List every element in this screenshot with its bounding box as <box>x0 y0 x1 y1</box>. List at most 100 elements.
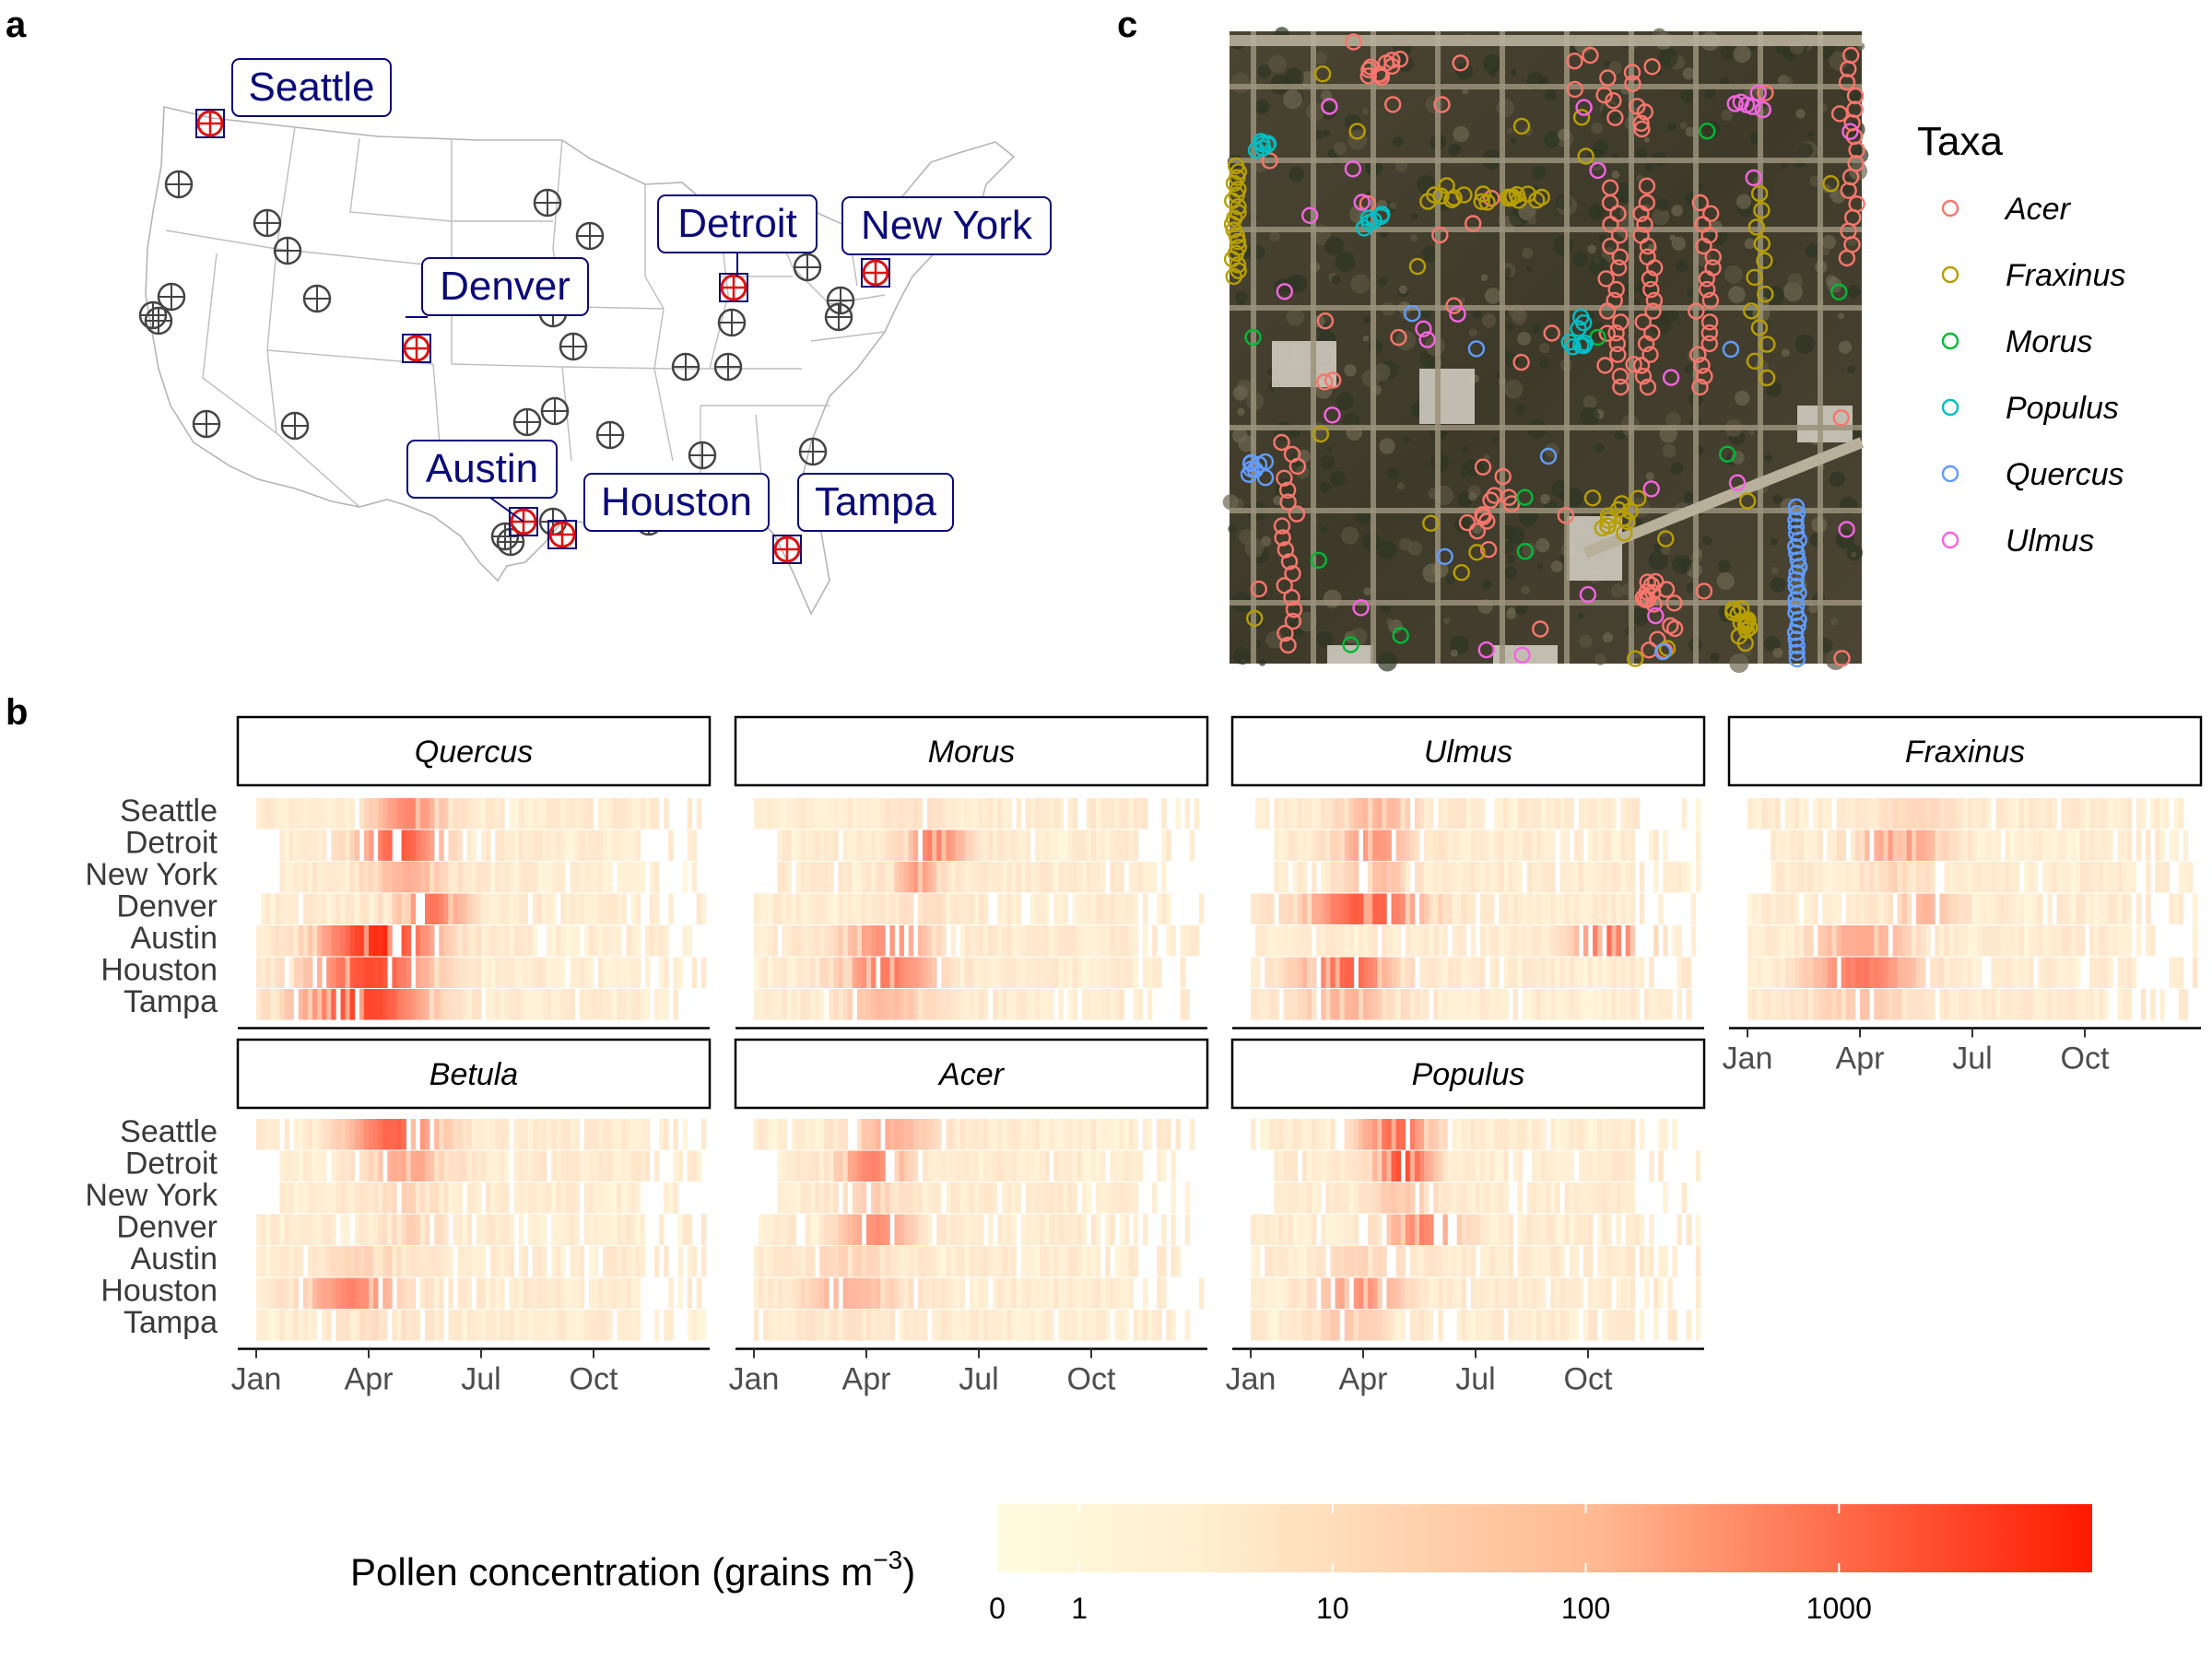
heatmap-cell <box>293 1214 300 1245</box>
heatmap-cell <box>1546 1310 1551 1341</box>
canopy-blob <box>1744 238 1756 250</box>
heatmap-cell <box>1897 989 1903 1020</box>
heatmap-cell <box>1330 893 1335 924</box>
heatmap-cell <box>1344 862 1350 893</box>
heatmap-cell <box>1128 830 1135 861</box>
heatmap-cell <box>363 1277 370 1309</box>
heatmap-cell <box>1757 989 1762 1020</box>
callout-box <box>657 194 818 253</box>
heatmap-cell <box>983 957 989 988</box>
heatmap-cell <box>1672 862 1677 893</box>
heatmap-cell <box>523 893 529 924</box>
heatmap-cell <box>471 957 477 988</box>
heatmap-cell <box>363 925 370 957</box>
heatmap-cell <box>547 989 552 1020</box>
heatmap-cell <box>349 957 356 988</box>
heatmap-cell <box>1330 1214 1335 1245</box>
heatmap-cell <box>2023 925 2030 957</box>
heatmap-cell <box>1077 1277 1083 1309</box>
heatmap-cell <box>1550 1277 1556 1309</box>
heatmap-cell <box>1532 1182 1537 1214</box>
heatmap-cell <box>1372 989 1378 1020</box>
heatmap-cell <box>861 1182 867 1214</box>
heatmap-cell <box>1110 1150 1115 1182</box>
heatmap-cell <box>434 862 440 893</box>
heatmap-cell <box>1499 1277 1504 1309</box>
heatmap-cell <box>1616 830 1621 861</box>
heatmap-cell <box>1278 1182 1284 1214</box>
heatmap-cell <box>1625 862 1631 893</box>
canopy-blob <box>1716 571 1735 591</box>
heatmap-cell <box>1301 830 1308 861</box>
heatmap-cell <box>1035 1119 1041 1150</box>
heatmap-cell <box>791 1214 797 1245</box>
heatmap-cell <box>1096 989 1101 1020</box>
heatmap-cell <box>1911 830 1917 861</box>
heatmap-cell <box>481 893 487 924</box>
heatmap-cell <box>1499 925 1504 957</box>
tree-point-acer <box>1698 270 1716 288</box>
heatmap-cell <box>378 957 383 988</box>
heatmap-cell <box>1465 830 1472 861</box>
heatmap-cell <box>1850 798 1856 830</box>
heatmap-cell <box>805 925 811 957</box>
heatmap-cell <box>326 1246 332 1277</box>
heatmap-cell <box>1546 1150 1551 1182</box>
tree-point-acer <box>1639 378 1657 396</box>
heatmap-cell <box>1114 957 1120 988</box>
heatmap-cell <box>1011 1150 1017 1182</box>
heatmap-cell <box>856 1277 863 1309</box>
heatmap-cell <box>927 957 933 988</box>
tree-point-ulmus <box>1353 194 1371 211</box>
heatmap-cell <box>1569 798 1575 830</box>
heatmap-cell <box>1377 798 1382 830</box>
heatmap-cell <box>1105 830 1111 861</box>
heatmap-cell <box>1274 957 1279 988</box>
heatmap-cell <box>612 957 618 988</box>
heatmap-cell <box>1049 862 1054 893</box>
heatmap-cell <box>335 830 341 861</box>
heatmap-cell <box>1058 925 1064 957</box>
heatmap-cell <box>340 1119 346 1150</box>
canopy-blob <box>1421 309 1432 319</box>
heatmap-cell <box>1128 893 1135 924</box>
heatmap-cell <box>1804 925 1809 957</box>
tree-point-acer <box>1273 517 1291 535</box>
heatmap-cell <box>1854 893 1861 924</box>
heatmap-cell <box>1016 925 1022 957</box>
heatmap-cell <box>1508 830 1513 861</box>
heatmap-cell <box>1433 989 1439 1020</box>
heatmap-cell <box>588 957 594 988</box>
heatmap-cell <box>495 830 500 861</box>
tree-point-quercus <box>1788 564 1806 582</box>
heatmap-cell <box>1442 893 1448 924</box>
heatmap-cell <box>1081 1214 1088 1245</box>
heatmap-cell <box>1255 1277 1261 1309</box>
heatmap-cell <box>434 1310 440 1341</box>
heatmap-cell <box>969 1310 975 1341</box>
heatmap-cell <box>1761 893 1767 924</box>
heatmap-cell <box>1067 830 1073 861</box>
heatmap-cell <box>537 1182 543 1214</box>
heatmap-cell <box>1470 957 1477 988</box>
heatmap-cell <box>1091 1150 1097 1182</box>
heatmap-cell <box>1058 1182 1064 1214</box>
heatmap-cell <box>668 830 674 861</box>
canopy-blob <box>1721 109 1734 122</box>
heatmap-cell <box>819 925 825 957</box>
heatmap-cell <box>815 1310 820 1341</box>
heatmap-cell <box>1424 989 1430 1020</box>
heatmap-cell <box>1002 1119 1007 1150</box>
heatmap-cell <box>1485 1246 1490 1277</box>
heatmap-cell <box>1316 893 1322 924</box>
heatmap-cell <box>453 1182 458 1214</box>
heatmap-cell <box>687 1246 693 1277</box>
heatmap-cell <box>302 925 309 957</box>
heatmap-cell <box>1771 989 1776 1020</box>
canopy-blob <box>1643 136 1650 143</box>
canopy-blob <box>1344 113 1361 131</box>
heatmap-cell <box>1255 925 1261 957</box>
heatmap-cell <box>1447 1277 1453 1309</box>
heatmap-cell <box>2052 830 2057 861</box>
heatmap-cell <box>1171 925 1176 957</box>
